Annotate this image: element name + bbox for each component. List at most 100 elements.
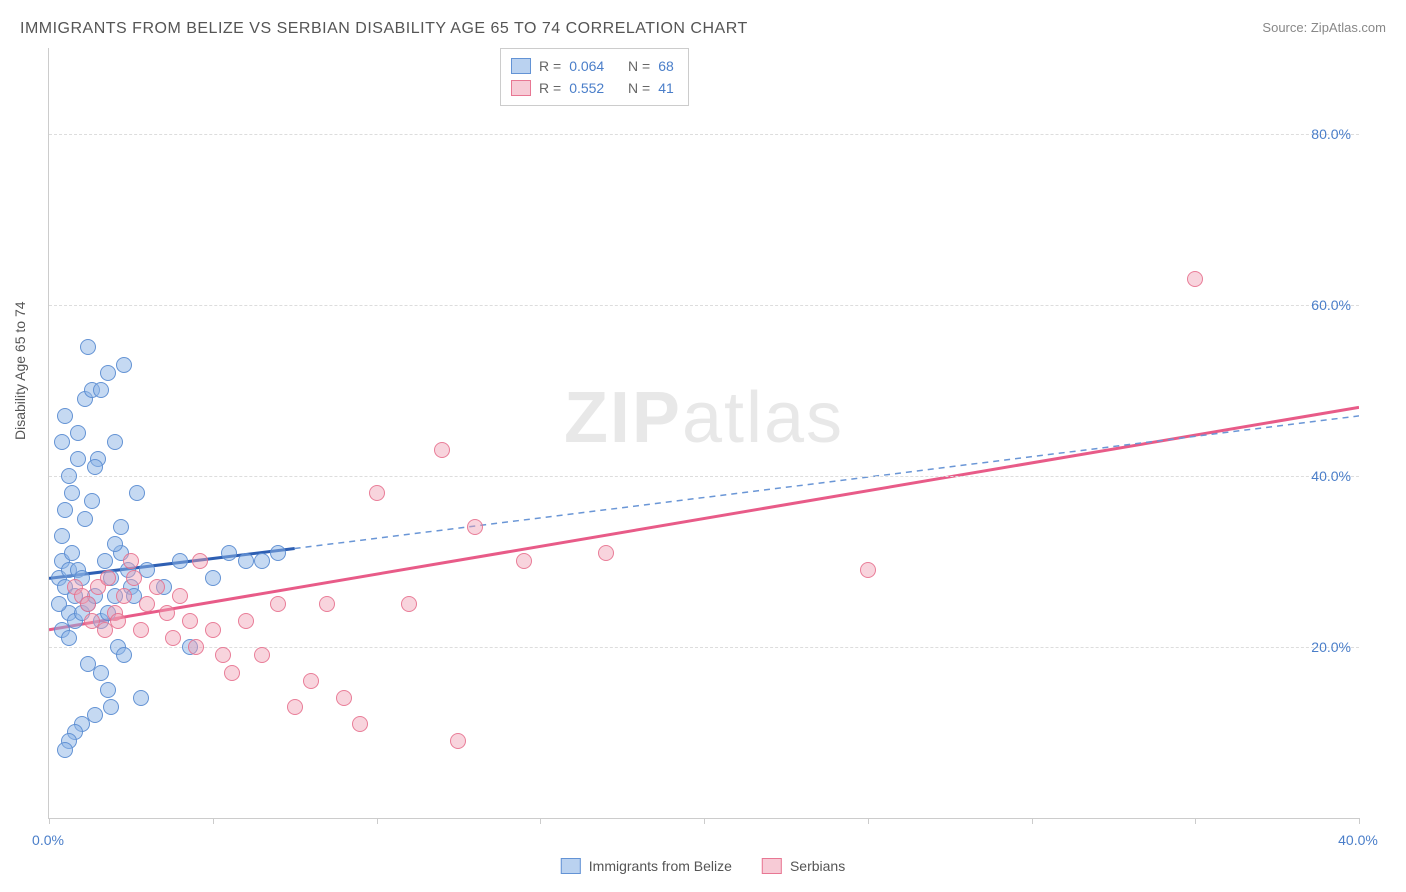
data-point: [100, 682, 116, 698]
data-point: [238, 553, 254, 569]
watermark-bold: ZIP: [564, 378, 682, 458]
data-point: [116, 647, 132, 663]
data-point: [51, 596, 67, 612]
data-point: [401, 596, 417, 612]
x-tick-label: 0.0%: [32, 832, 64, 848]
x-tick: [1195, 818, 1196, 824]
y-tick-label: 20.0%: [1311, 639, 1351, 655]
stats-legend-row: R = 0.552 N = 41: [511, 77, 674, 99]
trend-lines-layer: [49, 48, 1359, 818]
gridline: [49, 134, 1359, 135]
data-point: [254, 553, 270, 569]
data-point: [182, 613, 198, 629]
data-point: [54, 528, 70, 544]
x-tick: [1359, 818, 1360, 824]
source-attribution: Source: ZipAtlas.com: [1262, 20, 1386, 35]
plot-area: ZIPatlas 20.0% 40.0% 60.0% 80.0%: [48, 48, 1359, 819]
trend-line: [295, 416, 1359, 549]
gridline: [49, 476, 1359, 477]
source-label: Source:: [1262, 20, 1307, 35]
data-point: [126, 570, 142, 586]
legend-swatch: [561, 858, 581, 874]
data-point: [860, 562, 876, 578]
series-name: Serbians: [790, 858, 845, 874]
x-tick: [49, 818, 50, 824]
legend-swatch: [511, 58, 531, 74]
data-point: [192, 553, 208, 569]
data-point: [129, 485, 145, 501]
legend-swatch: [762, 858, 782, 874]
data-point: [287, 699, 303, 715]
x-tick: [868, 818, 869, 824]
series-legend-item: Immigrants from Belize: [561, 858, 732, 874]
data-point: [113, 519, 129, 535]
y-axis-label: Disability Age 65 to 74: [12, 301, 28, 440]
data-point: [205, 622, 221, 638]
r-label: R =: [539, 77, 561, 99]
data-point: [87, 459, 103, 475]
data-point: [133, 690, 149, 706]
y-tick-label: 60.0%: [1311, 297, 1351, 313]
data-point: [270, 596, 286, 612]
data-point: [93, 665, 109, 681]
x-tick: [540, 818, 541, 824]
data-point: [165, 630, 181, 646]
stats-legend: R = 0.064 N = 68 R = 0.552 N = 41: [500, 48, 689, 106]
data-point: [100, 365, 116, 381]
trend-line: [49, 407, 1359, 629]
data-point: [64, 485, 80, 501]
data-point: [149, 579, 165, 595]
data-point: [254, 647, 270, 663]
data-point: [215, 647, 231, 663]
chart-title: IMMIGRANTS FROM BELIZE VS SERBIAN DISABI…: [20, 20, 748, 38]
data-point: [61, 630, 77, 646]
data-point: [1187, 271, 1203, 287]
data-point: [516, 553, 532, 569]
data-point: [57, 502, 73, 518]
n-value: 68: [658, 55, 674, 77]
y-tick-label: 80.0%: [1311, 126, 1351, 142]
data-point: [434, 442, 450, 458]
data-point: [336, 690, 352, 706]
data-point: [116, 588, 132, 604]
data-point: [238, 613, 254, 629]
n-label: N =: [628, 55, 650, 77]
data-point: [450, 733, 466, 749]
data-point: [103, 699, 119, 715]
data-point: [133, 622, 149, 638]
series-legend: Immigrants from Belize Serbians: [561, 858, 845, 874]
data-point: [188, 639, 204, 655]
data-point: [80, 596, 96, 612]
legend-swatch: [511, 80, 531, 96]
data-point: [64, 545, 80, 561]
data-point: [270, 545, 286, 561]
data-point: [107, 536, 123, 552]
y-tick-label: 40.0%: [1311, 468, 1351, 484]
data-point: [172, 588, 188, 604]
source-value: ZipAtlas.com: [1311, 20, 1386, 35]
r-value: 0.552: [569, 77, 604, 99]
series-legend-item: Serbians: [762, 858, 845, 874]
data-point: [77, 511, 93, 527]
data-point: [57, 408, 73, 424]
data-point: [303, 673, 319, 689]
data-point: [159, 605, 175, 621]
series-name: Immigrants from Belize: [589, 858, 732, 874]
data-point: [107, 434, 123, 450]
x-tick: [704, 818, 705, 824]
n-label: N =: [628, 77, 650, 99]
data-point: [93, 382, 109, 398]
watermark-rest: atlas: [682, 378, 844, 458]
data-point: [61, 468, 77, 484]
data-point: [598, 545, 614, 561]
x-tick: [213, 818, 214, 824]
data-point: [84, 493, 100, 509]
data-point: [139, 596, 155, 612]
data-point: [369, 485, 385, 501]
data-point: [54, 434, 70, 450]
gridline: [49, 305, 1359, 306]
gridline: [49, 647, 1359, 648]
r-label: R =: [539, 55, 561, 77]
data-point: [70, 451, 86, 467]
x-tick: [377, 818, 378, 824]
